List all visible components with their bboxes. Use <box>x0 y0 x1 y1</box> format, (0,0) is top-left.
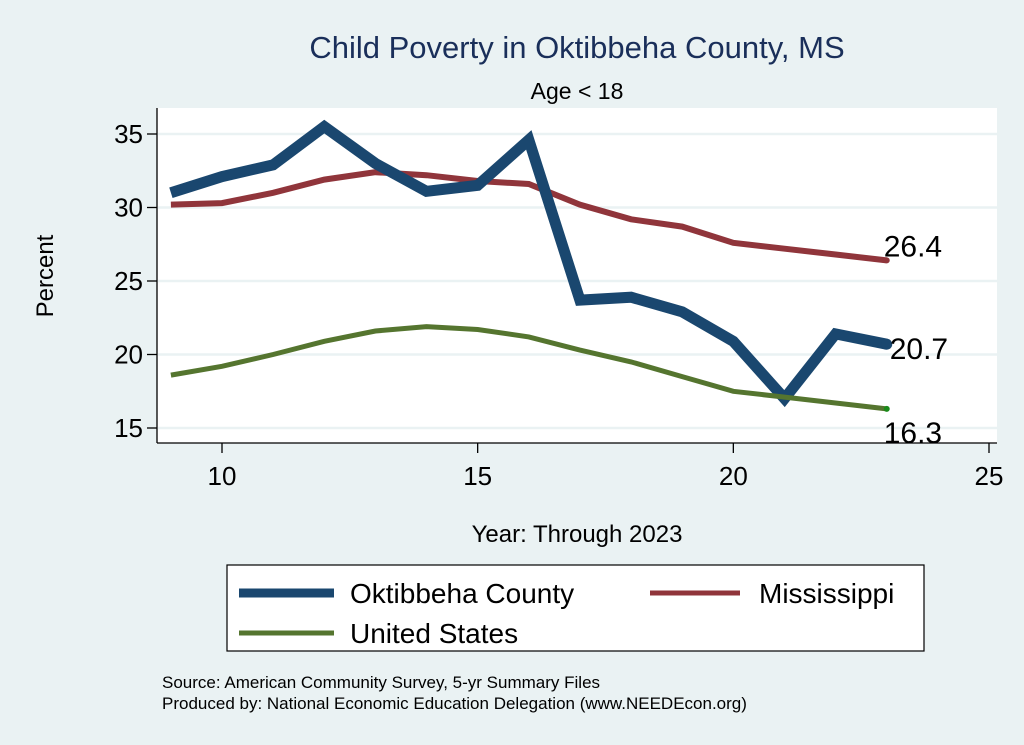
x-ticks: 10 15 20 25 <box>208 443 1004 491</box>
legend: Oktibbeha County Mississippi United Stat… <box>226 564 925 652</box>
axes <box>156 108 997 444</box>
producer-note: Produced by: National Economic Education… <box>162 694 747 713</box>
chart-subtitle: Age < 18 <box>531 78 624 104</box>
x-tick-label-15: 15 <box>463 461 492 491</box>
endpoint-marker-united-states <box>883 405 890 412</box>
chart-title: Child Poverty in Oktibbeha County, MS <box>309 30 844 65</box>
y-tick-label-15: 15 <box>114 413 143 443</box>
series-line-mississippi <box>170 169 888 264</box>
x-axis-title: Year: Through 2023 <box>472 521 683 548</box>
x-tick-label-20: 20 <box>719 461 748 491</box>
legend-box <box>226 564 925 652</box>
end-label-mississippi: 26.4 <box>884 230 942 263</box>
end-labels: 20.7 26.4 16.3 <box>881 230 948 450</box>
y-tick-label-30: 30 <box>114 193 143 223</box>
end-label-oktibbeha: 20.7 <box>890 333 948 366</box>
legend-label-united-states: United States <box>350 618 518 649</box>
series-line-united-states <box>170 324 887 412</box>
endpoint-marker-oktibbeha <box>881 338 893 350</box>
series <box>169 119 888 412</box>
y-tick-label-35: 35 <box>114 119 143 149</box>
legend-label-oktibbeha: Oktibbeha County <box>350 578 574 609</box>
y-axis-title: Percent <box>32 234 59 317</box>
y-tick-label-20: 20 <box>114 340 143 370</box>
series-line-oktibbeha <box>169 119 888 408</box>
y-tick-label-25: 25 <box>114 266 143 296</box>
x-tick-label-10: 10 <box>208 461 237 491</box>
x-tick-label-25: 25 <box>975 461 1004 491</box>
endpoint-marker-mississippi <box>883 257 890 264</box>
end-label-united-states: 16.3 <box>884 417 942 450</box>
y-ticks: 15 20 25 30 35 <box>114 119 157 443</box>
legend-label-mississippi: Mississippi <box>759 578 894 609</box>
source-note: Source: American Community Survey, 5-yr … <box>162 673 600 692</box>
